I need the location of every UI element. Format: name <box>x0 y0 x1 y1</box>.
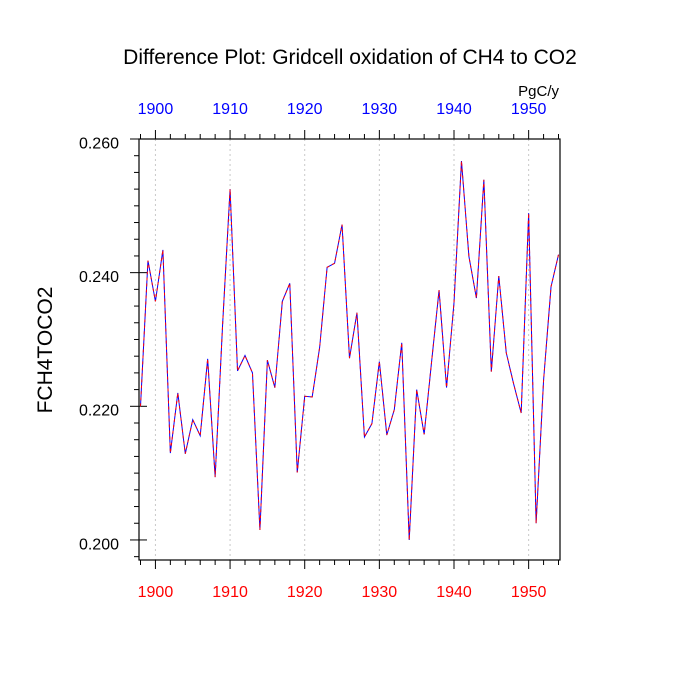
units-label: PgC/y <box>518 83 559 100</box>
series-line <box>139 161 559 540</box>
y-axis-label: FCH4TOCO2 <box>34 287 57 414</box>
x-tick-label-top: 1900 <box>138 101 174 118</box>
x-tick-label-top: 1910 <box>212 101 248 118</box>
tick-labels: 1900 1900 1910 1910 1920 1920 1930 1930 1940 1940… <box>79 101 547 601</box>
axis-ticks <box>130 130 560 569</box>
y-tick-label: 0.200 <box>79 536 119 553</box>
x-tick-label: 1930 <box>362 584 398 601</box>
x-tick-label: 1900 <box>138 584 174 601</box>
x-tick-label: 1910 <box>212 584 248 601</box>
x-tick-label: 1940 <box>436 584 472 601</box>
plot-series <box>139 161 559 540</box>
x-tick-label: 1950 <box>511 584 547 601</box>
y-tick-label: 0.240 <box>79 269 119 286</box>
grid-lines <box>154 139 530 560</box>
x-tick-label-top: 1940 <box>436 101 472 118</box>
plot-frame <box>138 138 561 561</box>
x-tick-label: 1920 <box>287 584 323 601</box>
x-tick-label-top: 1930 <box>362 101 398 118</box>
y-tick-label: 0.260 <box>79 135 119 152</box>
x-tick-label-top: 1920 <box>287 101 323 118</box>
x-tick-label-top: 1950 <box>511 101 547 118</box>
chart-title: Difference Plot: Gridcell oxidation of C… <box>123 46 577 69</box>
y-tick-label: 0.220 <box>79 403 119 420</box>
